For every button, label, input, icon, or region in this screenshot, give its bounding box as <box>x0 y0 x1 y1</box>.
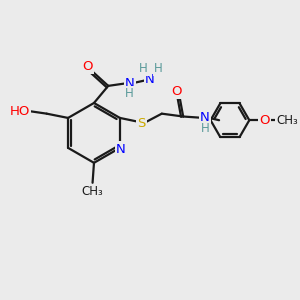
Text: S: S <box>137 117 146 130</box>
Text: N: N <box>125 76 134 89</box>
Text: N: N <box>116 142 126 155</box>
Text: N: N <box>200 111 210 124</box>
Text: H: H <box>125 87 134 100</box>
Text: O: O <box>82 60 93 73</box>
Text: HO: HO <box>10 105 30 118</box>
Text: CH₃: CH₃ <box>82 185 104 198</box>
Text: CH₃: CH₃ <box>276 114 298 127</box>
Text: N: N <box>145 73 155 86</box>
Text: O: O <box>172 85 182 98</box>
Text: H: H <box>139 62 148 75</box>
Text: H: H <box>154 62 162 75</box>
Text: H: H <box>200 122 209 135</box>
Text: O: O <box>260 114 270 127</box>
